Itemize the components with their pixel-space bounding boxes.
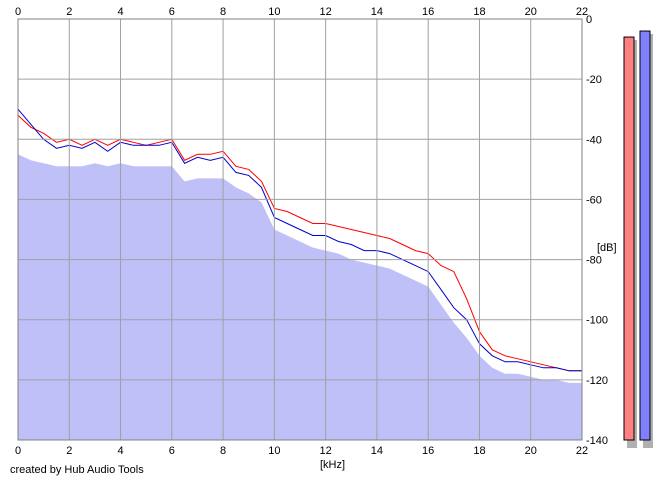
x-tick-label-top-6: 12: [320, 6, 332, 18]
x-tick-label-bottom-6: 12: [320, 445, 332, 457]
x-tick-label-bottom-2: 4: [117, 445, 123, 457]
x-tick-label-bottom-10: 20: [525, 445, 537, 457]
y-tick-label-5: -100: [586, 315, 608, 327]
x-tick-label-top-5: 10: [268, 6, 280, 18]
x-tick-label-top-11: 22: [576, 6, 588, 18]
series-1-line: [17, 108, 582, 372]
x-tick-labels-top: 0 2 4 6 8 10 12 14 16 18 20 22: [15, 6, 588, 18]
y-tick-label-3: -60: [586, 194, 602, 206]
x-axis-label: [kHz]: [320, 459, 345, 471]
level-meters: [623, 30, 653, 449]
y-tick-labels: 0 -20 -40 -60 -80 -100 -120 -140: [586, 14, 608, 447]
x-tick-label-bottom-4: 8: [220, 445, 226, 457]
x-tick-label-top-7: 14: [371, 6, 383, 18]
series-0-line: [17, 114, 582, 372]
x-tick-label-top-10: 20: [525, 6, 537, 18]
x-tick-label-bottom-1: 2: [66, 445, 72, 457]
x-tick-label-top-0: 0: [15, 6, 21, 18]
level-meter-1-bar: [639, 30, 651, 441]
x-tick-label-top-2: 4: [117, 6, 123, 18]
x-tick-label-top-8: 16: [422, 6, 434, 18]
x-tick-label-top-1: 2: [66, 6, 72, 18]
y-tick-label-6: -120: [586, 375, 608, 387]
y-axis-label: [dB]: [597, 242, 617, 254]
x-tick-label-top-9: 18: [473, 6, 485, 18]
x-tick-label-bottom-0: 0: [15, 445, 21, 457]
x-tick-label-bottom-9: 18: [473, 445, 485, 457]
y-tick-label-4: -80: [586, 255, 602, 267]
x-tick-label-bottom-8: 16: [422, 445, 434, 457]
series-layer: [17, 108, 582, 441]
x-tick-labels-bottom: 0 2 4 6 8 10 12 14 16 18 20 22: [15, 445, 588, 457]
x-tick-label-bottom-7: 14: [371, 445, 383, 457]
credit-text: created by Hub Audio Tools: [10, 464, 144, 476]
level-meter-0-bar: [623, 36, 635, 441]
x-tick-label-bottom-11: 22: [576, 445, 588, 457]
y-tick-label-1: -20: [586, 74, 602, 86]
plot-border: [17, 18, 583, 441]
series-2-area: [18, 154, 582, 441]
x-tick-label-top-3: 6: [169, 6, 175, 18]
x-tick-label-bottom-5: 10: [268, 445, 280, 457]
y-tick-label-2: -40: [586, 134, 602, 146]
x-tick-label-top-4: 8: [220, 6, 226, 18]
y-tick-label-0: 0: [586, 14, 592, 26]
x-tick-label-bottom-3: 6: [169, 445, 175, 457]
y-tick-label-7: -140: [586, 435, 608, 447]
